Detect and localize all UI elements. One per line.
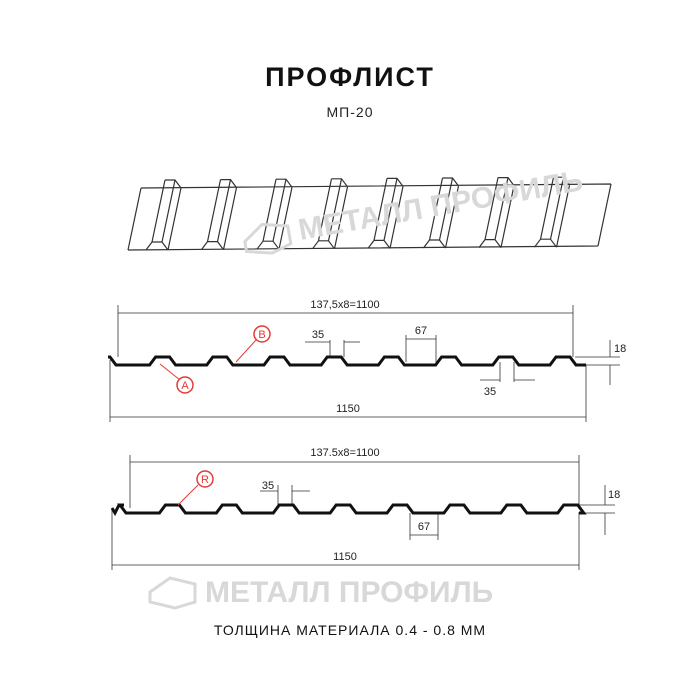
marker-r-label: R — [201, 474, 209, 486]
watermark-logo: МЕТАЛЛ ПРОФИЛЬ — [148, 576, 493, 610]
profile-outline-2 — [110, 503, 587, 517]
marker-b-label: B — [258, 329, 265, 341]
sheet-perspective-view — [127, 176, 612, 251]
model-subtitle: МП-20 — [326, 104, 374, 120]
marker-a: A — [159, 363, 194, 394]
pitch-label-2: 137.5x8=1100 — [310, 447, 379, 459]
profile-section-1 — [109, 305, 620, 422]
width-label-1: 1150 — [336, 403, 360, 415]
pitch-label-1: 137,5x8=1100 — [310, 299, 379, 311]
material-thickness-note: ТОЛЩИНА МАТЕРИАЛА 0.4 - 0.8 ММ — [213, 622, 487, 638]
height-label-1: 18 — [614, 343, 626, 355]
profile-outline-1 — [108, 355, 586, 367]
page-title: ПРОФЛИСТ — [265, 62, 435, 92]
rib-top-label-2: 35 — [262, 480, 274, 492]
width-label-2: 1150 — [333, 551, 357, 563]
watermark-text: МЕТАЛЛ ПРОФИЛЬ — [205, 576, 493, 609]
marker-b: B — [235, 325, 271, 363]
marker-r: R — [177, 470, 214, 506]
rib-top-label-1: 35 — [312, 329, 324, 341]
height-label-2: 18 — [608, 489, 620, 501]
rib-bottom-label-1: 35 — [484, 386, 496, 398]
rib-gap-label-1: 67 — [415, 325, 427, 337]
rib-gap-label-2: 67 — [418, 521, 430, 533]
watermark-logo: МЕТАЛЛ ПРОФИЛЬ — [243, 164, 585, 255]
marker-a-label: A — [181, 380, 189, 392]
